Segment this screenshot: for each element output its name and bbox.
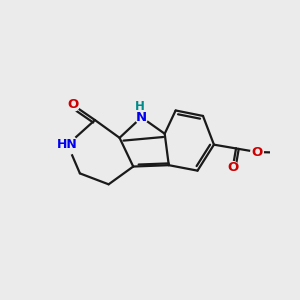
- Text: O: O: [227, 161, 238, 174]
- Text: N: N: [136, 111, 147, 124]
- Circle shape: [135, 111, 148, 124]
- Circle shape: [58, 135, 77, 155]
- Circle shape: [67, 99, 80, 111]
- Text: O: O: [68, 98, 79, 112]
- Text: O: O: [251, 146, 263, 158]
- Text: HN: HN: [57, 138, 78, 151]
- Text: H: H: [135, 100, 145, 113]
- Circle shape: [251, 146, 263, 158]
- Circle shape: [226, 162, 239, 174]
